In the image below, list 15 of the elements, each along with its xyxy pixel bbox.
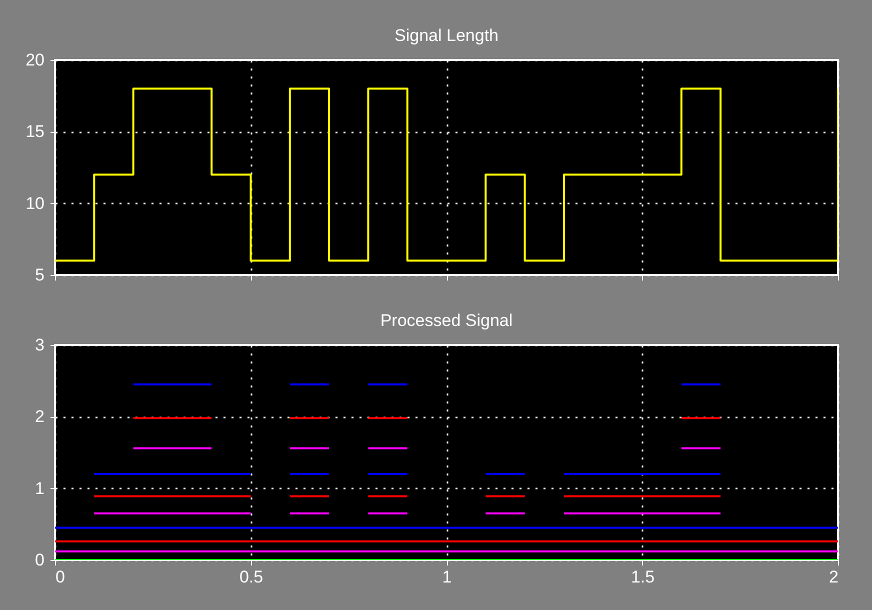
y-tick-label: 5 xyxy=(35,266,44,284)
y-tick-label: 20 xyxy=(26,50,44,70)
chart-title: Processed Signal xyxy=(380,311,513,330)
x-tick-label: 0.5 xyxy=(239,568,264,586)
x-tick-label: 0 xyxy=(56,568,65,586)
chart-title: Signal Length xyxy=(394,26,498,45)
y-tick-label: 3 xyxy=(35,336,44,354)
x-tick-label: 1 xyxy=(442,568,452,586)
y-tick-label: 10 xyxy=(26,194,44,213)
y-tick-label: 1 xyxy=(35,478,44,498)
y-tick-label: 15 xyxy=(26,122,44,142)
y-tick-label: 2 xyxy=(35,407,44,426)
y-tick-label: 0 xyxy=(35,550,44,570)
x-tick-label: 1.5 xyxy=(630,568,655,586)
x-tick-label: 2 xyxy=(829,568,838,586)
